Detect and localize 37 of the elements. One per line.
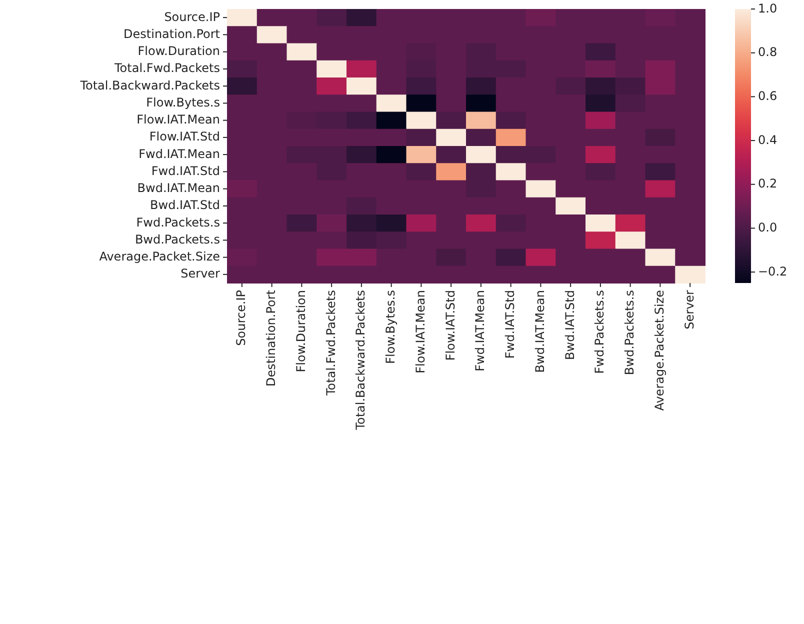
x-tick-label: Fwd.Packets.s xyxy=(592,290,607,374)
x-tick-label: Flow.Bytes.s xyxy=(384,290,398,364)
x-tick-label: Total.Backward.Packets xyxy=(354,290,368,431)
x-tick-label: Flow.Duration xyxy=(294,290,308,372)
y-tick-label: Bwd.IAT.Mean xyxy=(137,181,220,196)
color-bar-label: −0.2 xyxy=(758,264,788,278)
y-tick-label: Flow.Duration xyxy=(138,44,220,58)
color-bar-label: 0.8 xyxy=(758,45,778,60)
y-tick-label: Flow.IAT.Std xyxy=(149,130,220,144)
y-tick-label: Flow.IAT.Mean xyxy=(136,112,220,127)
x-tick-label: Flow.IAT.Mean xyxy=(413,290,428,374)
y-tick-label: Server xyxy=(180,266,220,281)
x-tick-label: Bwd.IAT.Mean xyxy=(532,290,547,373)
x-tick-label: Bwd.Packets.s xyxy=(622,290,637,376)
y-tick-label: Fwd.IAT.Mean xyxy=(138,146,220,161)
y-tick-label: Flow.Bytes.s xyxy=(146,95,220,110)
y-tick-label: Fwd.Packets.s xyxy=(136,215,220,230)
color-bar-label: 0.2 xyxy=(758,176,778,191)
color-bar-label: 1.0 xyxy=(758,1,778,16)
x-tick-label: Bwd.IAT.Std xyxy=(562,290,577,360)
y-tick-label: Destination.Port xyxy=(124,26,220,41)
y-tick-label: Fwd.IAT.Std xyxy=(151,164,220,178)
x-tick-label: Fwd.IAT.Std xyxy=(503,290,518,359)
y-tick-label: Total.Fwd.Packets xyxy=(114,61,220,76)
x-tick-label: Total.Fwd.Packets xyxy=(324,290,338,396)
x-tick-label: Average.Packet.Size xyxy=(652,290,666,411)
y-tick-label: Bwd.Packets.s xyxy=(134,232,220,246)
y-tick-label: Bwd.IAT.Std xyxy=(150,198,220,212)
y-tick-label: Source.IP xyxy=(164,10,220,24)
x-tick-label: Flow.IAT.Std xyxy=(443,290,458,361)
color-bar-label: 0.6 xyxy=(758,88,778,103)
y-tick-label: Average.Packet.Size xyxy=(99,250,220,264)
color-bar-label: 0.4 xyxy=(758,132,778,147)
color-bar-label: 0.0 xyxy=(758,220,778,234)
y-tick-label: Total.Backward.Packets xyxy=(79,78,220,92)
x-tick-label: Fwd.IAT.Mean xyxy=(473,290,488,372)
x-tick-label: Server xyxy=(682,290,696,330)
